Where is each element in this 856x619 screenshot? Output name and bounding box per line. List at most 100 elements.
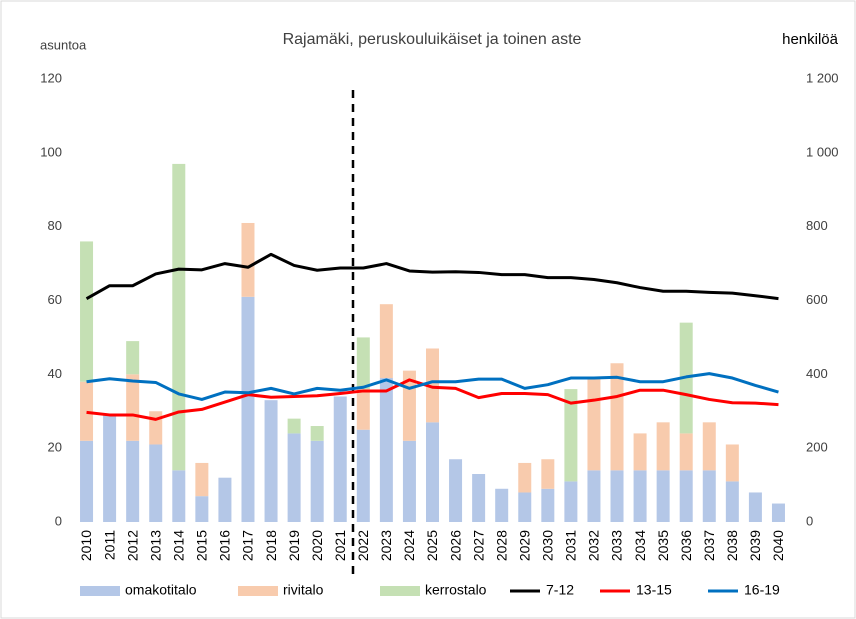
bar xyxy=(80,241,94,382)
bar xyxy=(103,414,117,522)
bar xyxy=(702,422,716,471)
bar xyxy=(287,418,301,434)
bar xyxy=(472,474,486,522)
bar xyxy=(449,459,463,522)
bar xyxy=(656,422,670,471)
x-tick-label: 2016 xyxy=(217,530,233,561)
bar xyxy=(172,470,186,522)
y2-tick-label: 800 xyxy=(806,218,828,233)
bar xyxy=(287,433,301,522)
legend-swatch xyxy=(80,586,120,596)
bar xyxy=(610,363,624,471)
y-tick-label: 120 xyxy=(40,70,62,85)
bar xyxy=(126,374,140,441)
bar xyxy=(356,429,370,522)
bar xyxy=(587,378,601,471)
y-tick-label: 100 xyxy=(40,144,62,159)
bar xyxy=(610,470,624,522)
x-tick-label: 2020 xyxy=(309,530,325,561)
x-tick-label: 2010 xyxy=(78,530,94,561)
x-tick-label: 2040 xyxy=(770,530,786,561)
x-tick-label: 2037 xyxy=(701,530,717,561)
y2-tick-label: 400 xyxy=(806,366,828,381)
bar xyxy=(333,396,347,522)
bar xyxy=(679,433,693,471)
legend-label: 16-19 xyxy=(744,582,780,598)
bar xyxy=(402,440,416,522)
x-tick-label: 2034 xyxy=(632,530,648,561)
x-tick-label: 2039 xyxy=(747,530,763,561)
bar xyxy=(149,411,163,445)
bar xyxy=(195,462,209,497)
bar xyxy=(518,492,532,522)
x-tick-label: 2011 xyxy=(101,530,117,560)
y2-axis-label: henkilöä xyxy=(782,31,839,48)
bar xyxy=(725,444,739,482)
bar xyxy=(679,470,693,522)
bar xyxy=(564,481,578,522)
legend-label: 7-12 xyxy=(546,582,574,598)
y2-tick-label: 1 200 xyxy=(806,70,839,85)
legend-label: kerrostalo xyxy=(425,582,487,598)
bar xyxy=(241,222,255,297)
y-tick-label: 40 xyxy=(48,366,62,381)
bar xyxy=(379,378,393,522)
bar xyxy=(541,488,555,522)
x-tick-label: 2024 xyxy=(401,530,417,561)
x-tick-label: 2032 xyxy=(586,530,602,561)
bar xyxy=(218,477,232,522)
chart-title: Rajamäki, peruskouluikäiset ja toinen as… xyxy=(283,31,582,48)
bar xyxy=(518,462,532,493)
x-tick-label: 2017 xyxy=(240,530,256,561)
bar xyxy=(426,348,439,423)
y2-tick-label: 1 000 xyxy=(806,144,839,159)
x-tick-label: 2030 xyxy=(540,530,556,561)
x-tick-label: 2033 xyxy=(609,530,625,561)
bar xyxy=(356,337,370,390)
x-tick-label: 2027 xyxy=(470,530,486,561)
bar xyxy=(310,440,324,522)
bar xyxy=(172,163,186,471)
bar xyxy=(80,440,94,522)
line-series xyxy=(85,252,779,301)
bar xyxy=(426,422,439,522)
bar xyxy=(379,304,393,379)
bar xyxy=(356,389,370,430)
y2-tick-label: 0 xyxy=(806,513,813,528)
bar xyxy=(541,459,555,489)
x-tick-label: 2036 xyxy=(678,530,694,561)
bar xyxy=(587,470,601,522)
bar xyxy=(195,496,209,522)
x-tick-label: 2038 xyxy=(724,530,740,561)
y-tick-label: 80 xyxy=(48,218,62,233)
x-tick-label: 2023 xyxy=(378,530,394,561)
x-tick-label: 2018 xyxy=(263,530,279,561)
line-series xyxy=(86,372,779,401)
x-tick-label: 2025 xyxy=(424,530,440,561)
bar xyxy=(748,492,762,522)
legend-label: rivitalo xyxy=(283,582,324,598)
x-tick-label: 2012 xyxy=(124,530,140,561)
bar xyxy=(771,503,785,522)
bar xyxy=(564,389,578,482)
legend-label: 13-15 xyxy=(636,582,672,598)
bar xyxy=(264,400,278,522)
bar xyxy=(241,296,255,522)
bar xyxy=(656,470,670,522)
bar xyxy=(633,470,647,522)
x-tick-label: 2022 xyxy=(355,530,371,561)
y-tick-label: 20 xyxy=(48,440,62,455)
x-tick-label: 2035 xyxy=(655,530,671,561)
legend-swatch xyxy=(238,586,278,596)
y2-tick-label: 600 xyxy=(806,292,828,307)
y-axis-label: asuntoa xyxy=(40,37,87,52)
bar xyxy=(495,488,509,522)
x-tick-label: 2029 xyxy=(516,530,532,561)
y-tick-label: 0 xyxy=(55,513,62,528)
x-tick-label: 2015 xyxy=(194,530,210,561)
x-tick-label: 2013 xyxy=(147,530,163,561)
bar xyxy=(702,470,716,522)
bar xyxy=(149,444,163,522)
